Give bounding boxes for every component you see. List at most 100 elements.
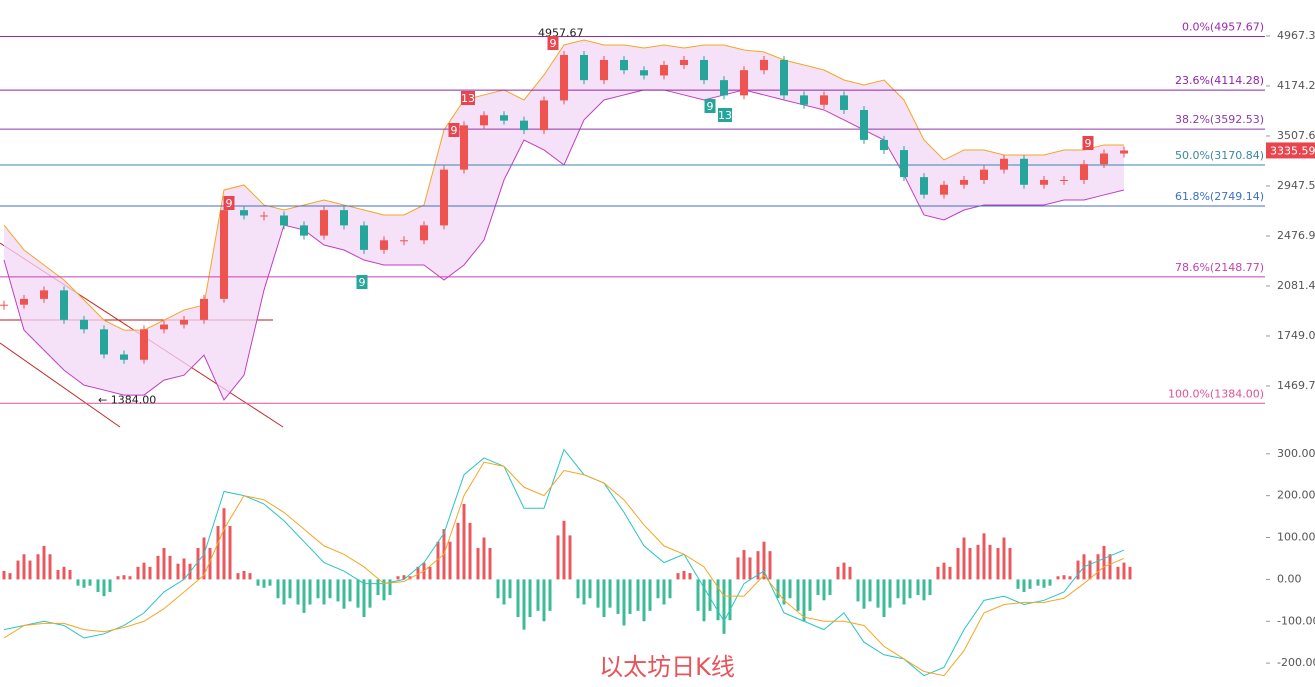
macd-bar	[742, 550, 746, 580]
macd-bar	[568, 535, 572, 580]
macd-bar	[882, 579, 886, 618]
td-label: 9	[451, 124, 458, 137]
macd-bar	[482, 537, 486, 580]
macd-bar	[562, 520, 566, 580]
fib-label: 61.8%(2749.14)	[1175, 190, 1264, 203]
candle	[640, 70, 648, 76]
macd-bar	[656, 579, 660, 599]
macd-bar	[28, 560, 32, 580]
macd-bar	[888, 579, 892, 608]
macd-bar	[288, 579, 292, 599]
candle	[460, 125, 468, 170]
macd-bar	[416, 566, 420, 580]
macd-bar	[1056, 576, 1060, 580]
candle	[440, 169, 448, 226]
macd-bar	[16, 560, 20, 580]
candle	[400, 240, 408, 242]
macd-bar	[102, 579, 106, 597]
macd-bar	[1122, 562, 1126, 580]
macd-bar	[836, 566, 840, 580]
macd-bar	[1042, 579, 1046, 588]
macd-tick-label: -100.00	[1277, 614, 1315, 627]
candle	[780, 59, 788, 96]
macd-bar	[876, 579, 880, 608]
candle	[900, 150, 908, 178]
candle	[680, 59, 688, 66]
macd-bar	[402, 575, 406, 580]
candle	[1120, 150, 1128, 154]
macd-bar	[802, 579, 806, 622]
macd-bar	[616, 579, 620, 614]
macd-bar	[716, 579, 720, 621]
fib-label: 78.6%(2148.77)	[1175, 261, 1264, 274]
y-tick-label: 2476.93	[1277, 229, 1315, 242]
macd-bar	[216, 526, 220, 580]
macd-bar	[808, 579, 812, 611]
candle	[1060, 179, 1068, 181]
macd-bar	[862, 579, 866, 609]
macd-bar	[388, 579, 392, 596]
macd-bar	[108, 579, 112, 592]
candle	[260, 215, 268, 217]
macd-bar	[308, 579, 312, 605]
macd-bar	[62, 566, 66, 580]
fib-label: 0.0%(4957.67)	[1182, 21, 1264, 34]
macd-bar	[756, 551, 760, 580]
macd-bar	[556, 535, 560, 580]
macd-bar	[1128, 566, 1132, 580]
candle	[1000, 158, 1008, 170]
td-label: 9	[550, 37, 557, 50]
candle	[80, 319, 88, 330]
macd-bar	[276, 579, 280, 599]
macd-bar	[768, 551, 772, 580]
candle	[920, 177, 928, 195]
y-tick-label: 3507.65	[1277, 129, 1315, 142]
candle	[560, 54, 568, 101]
candle	[500, 115, 508, 121]
trend-line	[0, 342, 121, 428]
macd-bar	[648, 579, 652, 611]
candle	[960, 179, 968, 185]
candle	[300, 225, 308, 236]
td-label: 13	[461, 92, 475, 105]
macd-bar	[896, 579, 900, 599]
y-tick-label: 4174.20	[1277, 79, 1315, 92]
td-label: 9	[359, 276, 366, 289]
macd-bar	[628, 579, 632, 614]
td-label: 9	[707, 100, 714, 113]
bollinger-upper	[3, 39, 1124, 331]
macd-bar	[156, 555, 160, 580]
macd-bar	[822, 579, 826, 601]
macd-bar	[468, 522, 472, 580]
td-badge	[704, 99, 716, 113]
candle	[480, 115, 488, 126]
macd-bar	[682, 571, 686, 580]
candle	[180, 319, 188, 325]
candle	[1020, 158, 1028, 185]
macd-bar	[88, 579, 92, 586]
fib-label: 38.2%(3592.53)	[1175, 113, 1264, 126]
y-tick-label: 1749.07	[1277, 329, 1315, 342]
macd-bar	[902, 579, 906, 605]
y-tick-label: 2947.59	[1277, 179, 1315, 192]
candle	[1040, 179, 1048, 185]
macd-bar	[142, 562, 146, 580]
macd-bar	[68, 569, 72, 580]
candle	[160, 324, 168, 330]
macd-bar	[576, 579, 580, 599]
macd-bar	[136, 566, 140, 580]
macd-bar	[1028, 579, 1032, 589]
macd-bar	[842, 562, 846, 580]
candle	[860, 109, 868, 140]
macd-bar	[56, 569, 60, 580]
macd-bar	[968, 547, 972, 580]
candle	[280, 215, 288, 226]
macd-bar	[428, 566, 432, 580]
macd-bar	[996, 547, 1000, 580]
candle	[820, 95, 828, 105]
macd-bar	[668, 579, 672, 599]
macd-bar	[122, 575, 126, 580]
candle	[760, 59, 768, 71]
candle	[660, 65, 668, 76]
